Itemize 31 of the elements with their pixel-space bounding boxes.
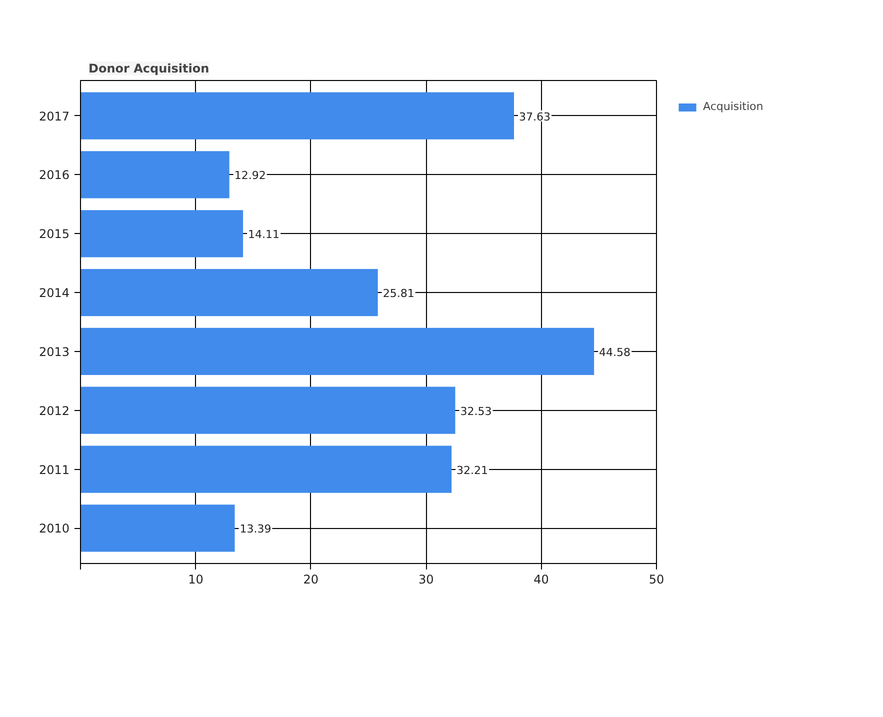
data-label: 37.63: [519, 110, 550, 124]
data-label: 25.81: [382, 287, 414, 300]
data-label: 32.21: [456, 464, 488, 477]
y-tick-label: 2013: [38, 344, 70, 359]
bar: [80, 386, 456, 434]
data-label: 12.92: [234, 169, 266, 182]
bar: [80, 92, 514, 140]
x-tick-label: 30: [418, 572, 434, 586]
y-tick-label: 2016: [38, 168, 70, 182]
chart-title: Donor Acquisition: [88, 62, 210, 76]
bar: [80, 328, 594, 376]
y-tick-label: 2015: [38, 227, 70, 242]
x-tick-label: 20: [303, 572, 319, 586]
x-tick-label: 40: [534, 572, 549, 586]
data-label: 44.58: [599, 346, 631, 359]
bar: [80, 210, 244, 258]
bar: [80, 151, 230, 198]
legend-label: Acquisition: [703, 100, 764, 113]
y-tick-label: 2012: [38, 404, 70, 418]
x-tick-label: 50: [648, 572, 664, 586]
y-tick-label: 2010: [38, 522, 70, 536]
bar: [80, 268, 378, 316]
data-label: 13.39: [240, 522, 272, 536]
y-tick-label: 2017: [38, 109, 70, 124]
y-tick-label: 2011: [38, 462, 70, 477]
bar: [80, 504, 235, 552]
x-tick-label: 10: [188, 572, 204, 586]
data-label: 32.53: [460, 404, 492, 418]
y-tick-label: 2014: [38, 286, 70, 300]
data-label: 14.11: [248, 228, 280, 242]
bar: [80, 446, 452, 493]
